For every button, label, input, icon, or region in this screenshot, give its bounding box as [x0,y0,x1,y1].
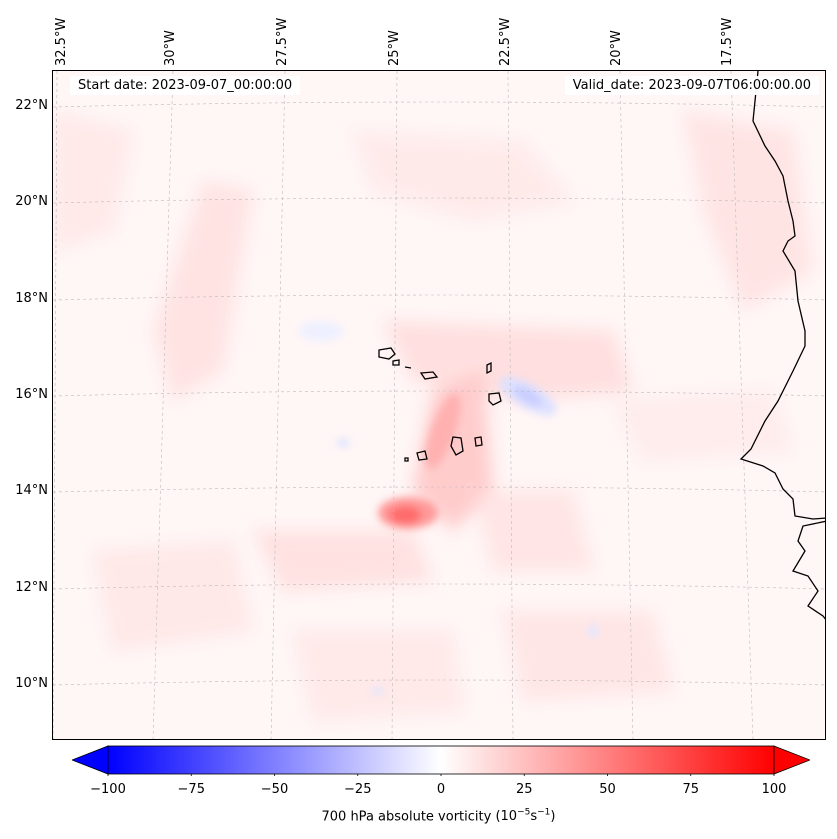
colorbar-tick-7: 75 [682,782,700,797]
colorbar-max-extend [773,745,810,775]
lon-label-30w: 30°W [163,30,178,66]
lon-label-20w: 20°W [609,30,624,66]
africa-coastline-south [792,520,825,620]
colorbar-units: (10−5s−1) [495,808,556,825]
colorbar-tick-1: −75 [177,782,205,797]
lat-label-18n: 18°N [15,291,48,306]
colorbar [72,745,810,776]
colorbar-tick-0: −100 [90,782,126,797]
lat-label-16n: 16°N [15,387,48,402]
lon-label-17-5w: 17.5°W [720,17,735,66]
negative-vorticity-center [299,321,598,695]
lon-label-25w: 25°W [387,30,402,66]
max-vorticity-center [378,393,461,529]
colorbar-tick-3: −25 [344,782,372,797]
start-date-label: Start date: 2023-09-07_00:00:00 [70,76,301,95]
colorbar-gradient [107,745,775,775]
lat-label-20n: 20°N [15,194,48,209]
graticule [53,71,825,739]
vorticity-field [53,71,825,739]
lat-label-22n: 22°N [15,98,48,113]
valid-date-label: Valid_date: 2023-09-07T06:00:00.00 [564,76,819,95]
colorbar-tick-5: 25 [515,782,533,797]
lat-label-12n: 12°N [15,580,48,595]
lat-label-14n: 14°N [15,483,48,498]
lon-label-22-5w: 22.5°W [498,17,513,66]
positive-vorticity-bands [53,111,813,721]
colorbar-tickmarks [107,774,775,776]
lon-label-27-5w: 27.5°W [275,17,290,66]
colorbar-tick-4: 0 [436,782,446,797]
lon-label-32-5w: 32.5°W [54,17,69,66]
colorbar-tick-2: −50 [260,782,289,797]
lat-label-10n: 10°N [15,676,48,691]
colorbar-min-extend [72,745,109,775]
colorbar-variable: 700 hPa absolute vorticity [321,809,492,825]
colorbar-tick-8: 100 [761,782,787,797]
colorbar-label: 700 hPa absolute vorticity (10−5s−1) [0,808,837,824]
colorbar-tick-6: 50 [599,782,616,797]
africa-coastline [739,71,825,520]
map-panel[interactable] [52,70,826,740]
cape-verde-islands [378,347,502,462]
